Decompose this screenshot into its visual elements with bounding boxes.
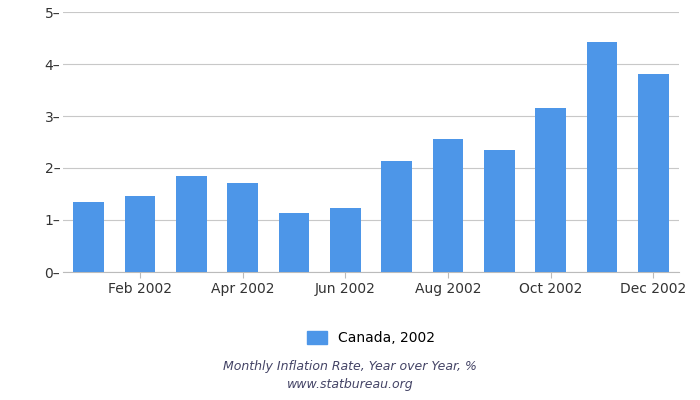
Bar bbox=[433, 139, 463, 272]
Bar bbox=[382, 161, 412, 272]
Bar bbox=[176, 176, 206, 272]
Text: Monthly Inflation Rate, Year over Year, %: Monthly Inflation Rate, Year over Year, … bbox=[223, 360, 477, 373]
Legend: Canada, 2002: Canada, 2002 bbox=[301, 326, 441, 351]
Bar bbox=[536, 108, 566, 272]
Bar bbox=[228, 182, 258, 272]
Bar bbox=[125, 196, 155, 272]
Text: www.statbureau.org: www.statbureau.org bbox=[287, 378, 413, 391]
Bar bbox=[330, 208, 360, 272]
Bar bbox=[484, 150, 514, 272]
Bar bbox=[74, 202, 104, 272]
Bar bbox=[638, 74, 668, 272]
Bar bbox=[587, 42, 617, 272]
Bar bbox=[279, 213, 309, 272]
